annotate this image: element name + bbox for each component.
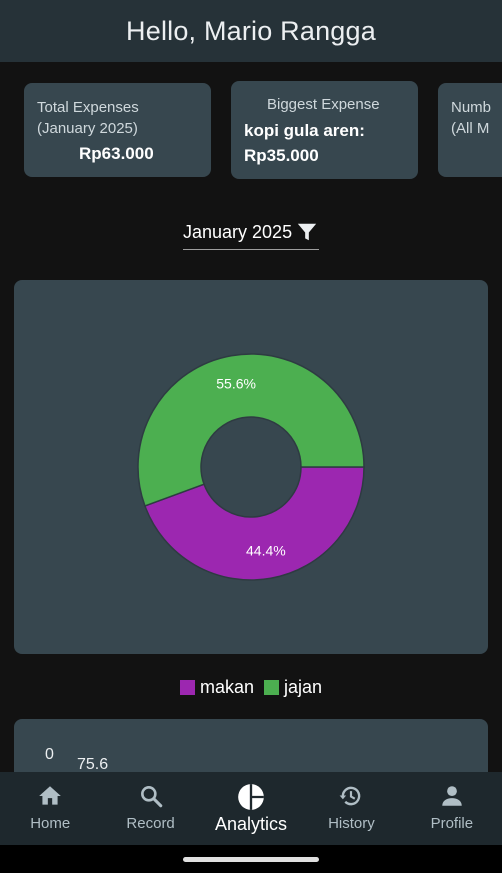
donut-slice-jajan	[137, 353, 365, 507]
total-expenses-label: Total Expenses	[37, 99, 139, 116]
biggest-expense-value: Rp35.000	[244, 146, 319, 165]
pie-chart-icon	[238, 784, 264, 810]
bar-value-label: 75.6	[77, 756, 109, 773]
slice-label-makan: 44.4%	[246, 543, 286, 559]
app-bar: Hello, Mario Rangga	[0, 0, 502, 62]
nav-analytics-label: Analytics	[215, 814, 288, 834]
expense-donut-chart: 44.4% 55.6%	[137, 353, 365, 581]
nav-home[interactable]: Home	[0, 772, 100, 845]
number-card-label: Numb	[451, 99, 492, 116]
nav-history[interactable]: History	[301, 772, 401, 845]
person-icon	[442, 786, 462, 806]
total-expenses-value: Rp63.000	[79, 144, 154, 163]
total-expenses-period: (January 2025)	[37, 120, 138, 137]
biggest-expense-card: Biggest Expense kopi gula aren: Rp35.000	[231, 81, 418, 179]
filter-icon[interactable]	[296, 221, 318, 243]
legend-item-jajan: jajan	[264, 677, 322, 698]
legend-label-jajan: jajan	[284, 676, 323, 697]
biggest-expense-name: kopi gula aren:	[244, 121, 365, 140]
bottom-navigation: Home Record Analytics History Profile	[0, 772, 502, 845]
nav-profile-label: Profile	[430, 815, 474, 832]
greeting-title: Hello, Mario Rangga	[126, 15, 376, 46]
legend-item-makan: makan	[179, 676, 254, 698]
axis-tick-zero: 0	[45, 746, 54, 763]
nav-record[interactable]: Record	[100, 772, 200, 845]
pie-chart-panel: 44.4% 55.6%	[14, 280, 488, 654]
nav-profile[interactable]: Profile	[402, 772, 502, 845]
home-icon	[39, 786, 62, 805]
summary-cards[interactable]: Total Expenses (January 2025) Rp63.000 B…	[0, 62, 502, 197]
nav-record-label: Record	[126, 815, 175, 832]
system-navigation-bar	[0, 845, 502, 873]
month-filter-label: January 2025	[183, 221, 293, 242]
number-card: Numb (All M	[438, 83, 502, 177]
slice-label-jajan: 55.6%	[216, 375, 256, 391]
legend-label-makan: makan	[199, 676, 254, 697]
donut-slice-makan	[143, 466, 365, 581]
legend-swatch-jajan	[264, 679, 279, 695]
search-icon	[140, 786, 162, 808]
nav-analytics[interactable]: Analytics	[201, 772, 301, 845]
nav-history-label: History	[328, 815, 375, 832]
month-filter-dropdown[interactable]: January 2025	[183, 215, 319, 250]
chart-legend: makan jajan	[0, 675, 502, 699]
legend-swatch-makan	[179, 679, 195, 695]
number-card-period: (All M	[451, 120, 490, 137]
total-expenses-card: Total Expenses (January 2025) Rp63.000	[24, 83, 211, 177]
history-icon	[340, 786, 361, 806]
biggest-expense-label: Biggest Expense	[267, 96, 380, 113]
nav-home-label: Home	[30, 815, 71, 832]
home-gesture-handle[interactable]	[183, 857, 319, 862]
